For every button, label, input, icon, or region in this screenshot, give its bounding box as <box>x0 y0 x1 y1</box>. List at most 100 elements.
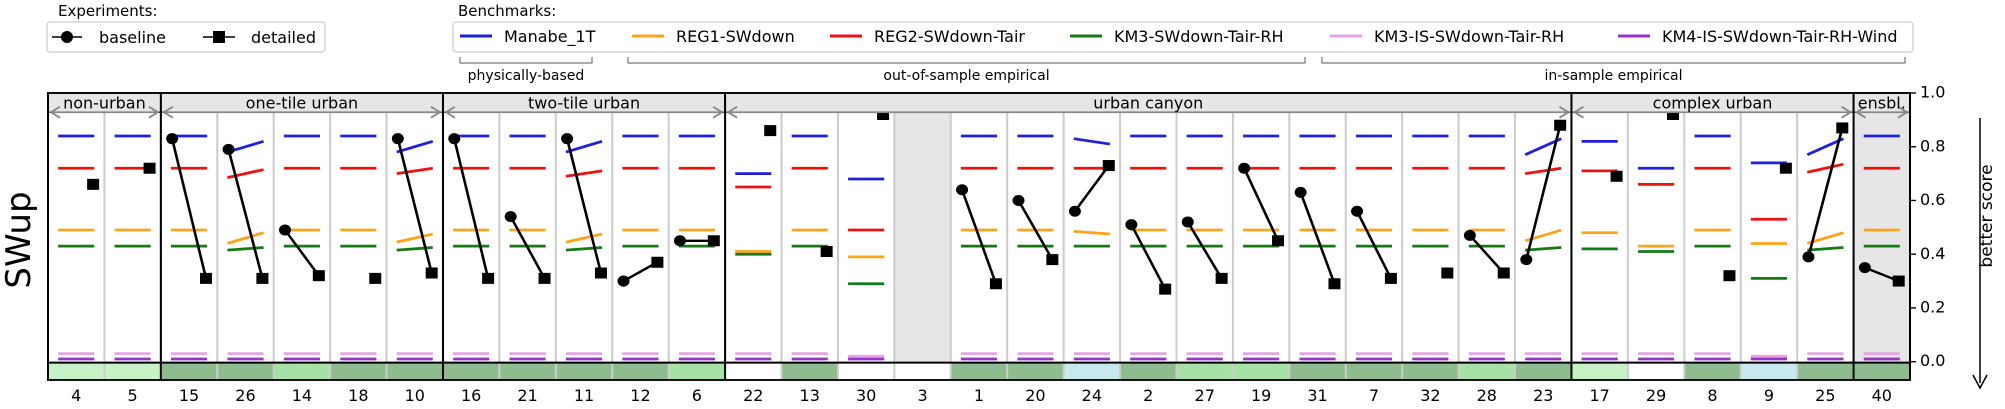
site-tick-label: 22 <box>743 386 763 405</box>
baseline-point <box>1181 216 1194 228</box>
score-strip-cell <box>104 363 161 380</box>
score-strip-cell <box>1232 363 1290 380</box>
site-tick-label: 11 <box>574 386 594 405</box>
benchmark-line <box>1073 229 1111 236</box>
benchmark-group-brackets: physically-based out-of-sample empirical i… <box>459 57 1906 84</box>
baseline-legend-label: baseline <box>99 28 166 47</box>
baseline-point <box>504 211 517 223</box>
benchmark-group-label: in-sample empirical <box>1544 68 1682 84</box>
plot-area <box>47 92 1911 381</box>
experiment-link <box>1242 167 1280 242</box>
detailed-point <box>764 125 777 137</box>
site-tick-label: 2 <box>1143 386 1153 405</box>
baseline-point <box>1294 186 1307 198</box>
benchmark-line <box>1807 246 1844 252</box>
site-tick-label: 10 <box>405 386 425 405</box>
benchmark-line <box>396 166 434 175</box>
experiment-link <box>1130 224 1167 290</box>
site-tick-label: 21 <box>517 386 537 405</box>
experiments-legend-box <box>46 21 326 53</box>
site-tick-label: 20 <box>1025 386 1045 405</box>
site-tick-label: 40 <box>1872 386 1892 405</box>
score-strip-cell <box>668 363 726 380</box>
site-tick-label: 3 <box>917 386 927 405</box>
detailed-point <box>1667 108 1680 120</box>
benchmarks-legend-title: Benchmarks: <box>458 2 556 20</box>
y-axis-label: SWup <box>0 191 39 288</box>
score-strip-cell <box>499 363 556 380</box>
group-label: complex urban <box>1653 94 1773 113</box>
score-strip-cell <box>781 363 838 380</box>
detailed-point <box>989 278 1002 290</box>
site-tick-labels: 4 5 15 26 14 18 10 16 21 11 12 6 22 13 30 3 1 20 24 2 27 19 31… <box>71 386 1892 405</box>
experiment-link <box>509 216 546 279</box>
benchmark-line <box>565 140 603 154</box>
y-tick-label: 0.0 <box>1920 351 1945 370</box>
detailed-point <box>143 162 156 174</box>
benchmark-legend-label: Manabe_1T <box>504 27 596 47</box>
benchmark-line <box>396 232 434 244</box>
site-tick-label: 6 <box>692 386 702 405</box>
site-tick-label: 28 <box>1477 386 1497 405</box>
baseline-point <box>448 133 461 145</box>
detailed-point <box>538 272 551 284</box>
grey-cell <box>894 112 951 362</box>
detailed-point <box>87 178 100 190</box>
experiments-legend-title: Experiments: <box>58 2 158 20</box>
group-arrow-right <box>712 105 724 119</box>
baseline-point <box>673 235 686 247</box>
score-strip-cell <box>1797 363 1854 380</box>
baseline-point <box>1351 205 1364 217</box>
benchmark-line <box>227 168 264 179</box>
benchmark-group-bracket <box>459 57 593 64</box>
site-tick-label: 14 <box>292 386 312 405</box>
score-strip-cell <box>442 363 500 380</box>
site-tick-label: 7 <box>1369 386 1379 405</box>
baseline-point <box>391 133 404 145</box>
site-tick-label: 17 <box>1589 386 1609 405</box>
group-arrow-left <box>444 105 456 119</box>
site-tick-label: 1 <box>974 386 984 405</box>
score-strip-cell <box>1853 363 1910 380</box>
detailed-point <box>1272 235 1285 247</box>
detailed-point <box>1610 170 1623 182</box>
baseline-point <box>617 275 630 287</box>
group-arrow-left <box>1572 105 1585 119</box>
detailed-point <box>1384 272 1397 284</box>
detailed-point <box>877 108 890 120</box>
experiment-link <box>1355 210 1393 279</box>
experiment-link <box>565 138 603 274</box>
site-tick-label: 27 <box>1195 386 1215 405</box>
baseline-point <box>1012 194 1025 206</box>
benchmark-line <box>227 246 264 252</box>
baseline-point <box>1463 229 1476 241</box>
site-tick-label: 25 <box>1815 386 1835 405</box>
detailed-point <box>1836 122 1849 134</box>
score-strip-cell <box>1571 363 1628 380</box>
detailed-point <box>199 272 212 284</box>
group-label: urban canyon <box>1093 94 1203 113</box>
baseline-point <box>561 133 574 145</box>
site-tick-label: 30 <box>856 386 876 405</box>
detailed-point <box>1779 162 1792 174</box>
better-score-arrow <box>1972 118 1988 390</box>
detailed-legend-marker <box>213 31 225 43</box>
baseline-point <box>166 133 179 145</box>
baseline-point <box>278 224 291 236</box>
score-strip-cell <box>1684 363 1741 380</box>
baseline-point <box>1238 162 1251 174</box>
score-strip-cell <box>1458 363 1516 380</box>
detailed-point <box>594 267 607 279</box>
site-tick-label: 9 <box>1764 386 1774 405</box>
detailed-point <box>1554 119 1567 131</box>
detailed-point <box>1215 272 1228 284</box>
y-tick-label: 0.8 <box>1920 136 1945 155</box>
experiment-link <box>452 138 490 279</box>
experiment-link <box>1468 234 1505 274</box>
experiment-link <box>1017 199 1054 261</box>
detailed-point <box>1046 254 1059 266</box>
experiment-link <box>227 149 264 279</box>
score-strip-cell <box>160 363 218 380</box>
benchmark-group-bracket <box>1321 57 1906 64</box>
detailed-point <box>1159 283 1172 295</box>
